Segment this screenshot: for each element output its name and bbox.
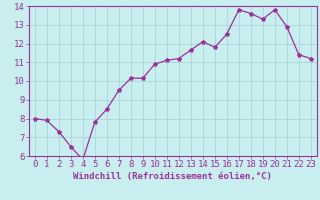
- X-axis label: Windchill (Refroidissement éolien,°C): Windchill (Refroidissement éolien,°C): [73, 172, 272, 181]
